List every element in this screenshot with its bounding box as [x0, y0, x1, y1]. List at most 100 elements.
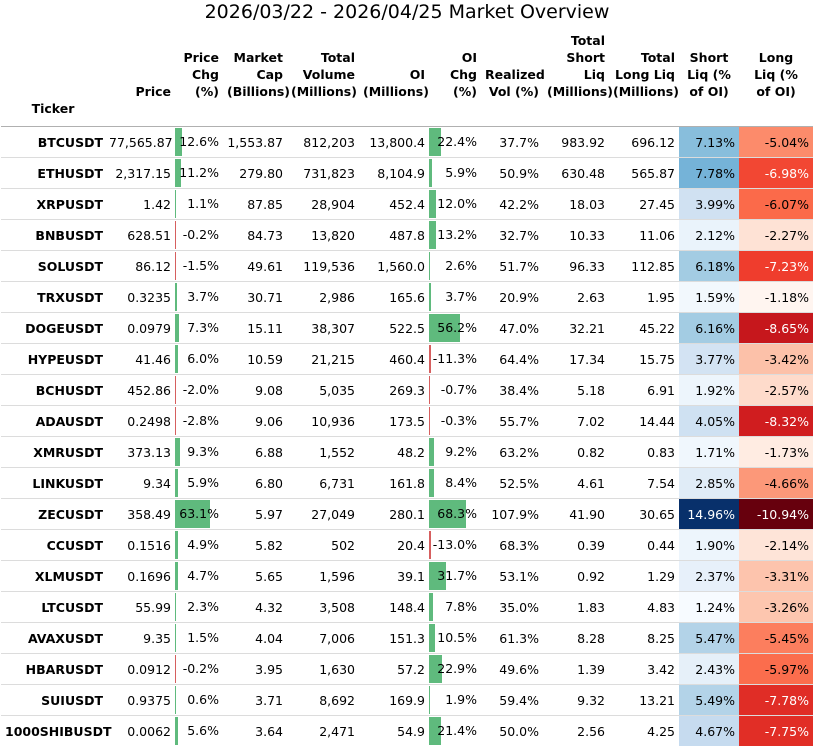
table-title: 2026/03/22 - 2026/04/25 Market Overview — [0, 1, 814, 23]
column-header-line: (Millions) — [547, 84, 613, 99]
total-long-liq-cell: 4.25 — [609, 716, 679, 746]
column-header-line: Price — [184, 50, 220, 65]
long-liq-pct-cell: -2.14% — [739, 530, 813, 561]
bar-value: 8.4% — [445, 468, 477, 498]
price-chg-cell: 7.3% — [175, 313, 223, 344]
price-cell: 41.46 — [105, 344, 175, 375]
index-row-blank — [739, 100, 813, 127]
total-long-liq-cell: 112.85 — [609, 251, 679, 282]
oi-cell: 487.8 — [359, 220, 429, 251]
bar-container: -0.2% — [175, 220, 223, 250]
oi-cell: 269.3 — [359, 375, 429, 406]
ticker-cell: SOLUSDT — [1, 251, 105, 282]
total-short-liq-cell: 4.61 — [543, 468, 609, 499]
index-row-blank — [609, 100, 679, 127]
market-cap-cell: 1,553.87 — [223, 127, 287, 158]
bar-value: 5.9% — [187, 468, 219, 498]
oi-cell: 151.3 — [359, 623, 429, 654]
oi-cell: 280.1 — [359, 499, 429, 530]
short-liq-pct-cell: 2.37% — [679, 561, 739, 592]
long-liq-pct-cell: -10.94% — [739, 499, 813, 530]
bar-container: -13.0% — [429, 530, 481, 560]
positive-bar — [429, 283, 431, 311]
market-cap-cell: 3.71 — [223, 685, 287, 716]
price-chg-cell: 9.3% — [175, 437, 223, 468]
oi-chg-cell: -13.0% — [429, 530, 481, 561]
column-header-line: Liq (% — [687, 67, 731, 82]
total-long-liq-cell: 15.75 — [609, 344, 679, 375]
market-cap-cell: 49.61 — [223, 251, 287, 282]
short-liq-pct-cell: 1.92% — [679, 375, 739, 406]
negative-bar — [429, 345, 431, 373]
realized-vol-cell: 53.1% — [481, 561, 543, 592]
oi-cell: 161.8 — [359, 468, 429, 499]
bar-container: -0.7% — [429, 375, 481, 405]
total-volume-cell: 38,307 — [287, 313, 359, 344]
price-chg-cell: 4.9% — [175, 530, 223, 561]
bar-container: 21.4% — [429, 716, 481, 746]
index-row-blank — [223, 100, 287, 127]
ticker-cell: DOGEUSDT — [1, 313, 105, 344]
ticker-cell: XMRUSDT — [1, 437, 105, 468]
bar-container: 3.7% — [175, 282, 223, 312]
bar-value: -0.3% — [441, 406, 477, 436]
bar-value: -1.5% — [183, 251, 219, 281]
ticker-cell: TRXUSDT — [1, 282, 105, 313]
realized-vol-cell: 42.2% — [481, 189, 543, 220]
column-header-line: Market — [234, 50, 283, 65]
total-volume-cell: 28,904 — [287, 189, 359, 220]
positive-bar — [429, 252, 430, 280]
bar-value: 4.7% — [187, 561, 219, 591]
price-cell: 9.35 — [105, 623, 175, 654]
oi-chg-cell: 21.4% — [429, 716, 481, 746]
index-corner — [1, 32, 105, 100]
positive-bar — [175, 593, 176, 621]
long-liq-pct-cell: -5.45% — [739, 623, 813, 654]
price-chg-cell: 1.1% — [175, 189, 223, 220]
short-liq-pct-cell: 2.12% — [679, 220, 739, 251]
price-cell: 0.9375 — [105, 685, 175, 716]
column-header-line: Total — [321, 50, 355, 65]
bar-container: 56.2% — [429, 313, 481, 343]
bar-container: 4.7% — [175, 561, 223, 591]
bar-container: 7.8% — [429, 592, 481, 622]
bar-container: 9.2% — [429, 437, 481, 467]
bar-container: -11.3% — [429, 344, 481, 374]
long-liq-pct-cell: -1.18% — [739, 282, 813, 313]
oi-cell: 13,800.4 — [359, 127, 429, 158]
total-long-liq-cell: 1.29 — [609, 561, 679, 592]
oi-cell: 522.5 — [359, 313, 429, 344]
total-long-liq-cell: 8.25 — [609, 623, 679, 654]
market-cap-cell: 84.73 — [223, 220, 287, 251]
short-liq-pct-cell: 7.78% — [679, 158, 739, 189]
column-header-line: of OI) — [756, 84, 795, 99]
oi-cell: 1,560.0 — [359, 251, 429, 282]
market-cap-cell: 9.08 — [223, 375, 287, 406]
positive-bar — [429, 624, 435, 652]
total-volume-cell: 1,552 — [287, 437, 359, 468]
bar-value: 0.6% — [187, 685, 219, 715]
positive-bar — [429, 190, 436, 218]
bar-container: 31.7% — [429, 561, 481, 591]
price-chg-cell: 2.3% — [175, 592, 223, 623]
short-liq-pct-cell: 7.13% — [679, 127, 739, 158]
bar-value: 1.1% — [187, 189, 219, 219]
column-header-line: (Millions) — [613, 84, 679, 99]
column-header-line: OI — [462, 50, 477, 65]
oi-cell: 48.2 — [359, 437, 429, 468]
price-chg-cell: 6.0% — [175, 344, 223, 375]
price-cell: 0.0062 — [105, 716, 175, 746]
price-chg-cell: 4.7% — [175, 561, 223, 592]
short-liq-pct-cell: 5.49% — [679, 685, 739, 716]
ticker-cell: LTCUSDT — [1, 592, 105, 623]
column-header-line: Total — [571, 33, 605, 48]
bar-container: 8.4% — [429, 468, 481, 498]
column-header-line: of OI) — [689, 84, 728, 99]
realized-vol-cell: 32.7% — [481, 220, 543, 251]
column-header-line: Chg — [450, 67, 477, 82]
column-header-line: Total — [641, 50, 675, 65]
